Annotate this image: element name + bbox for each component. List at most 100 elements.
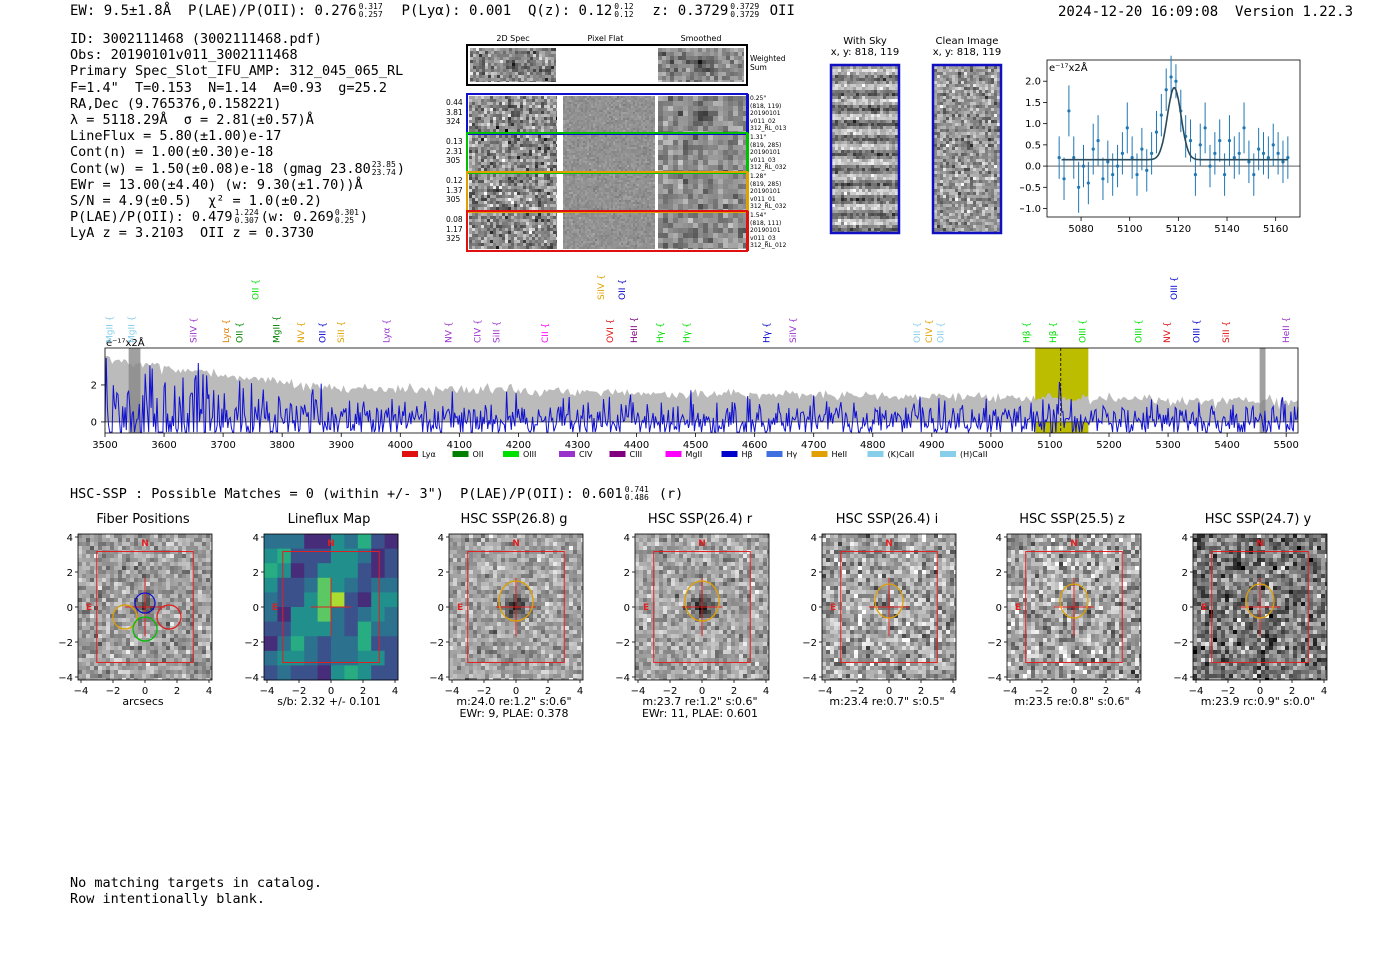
noise-pixel — [615, 112, 617, 114]
noise-pixel — [631, 194, 633, 196]
noise-pixel — [643, 141, 645, 143]
noise-pixel — [693, 209, 698, 210]
noise-pixel — [635, 178, 637, 180]
noise-pixel — [591, 192, 593, 194]
noise-pixel — [511, 99, 514, 102]
noise-pixel — [653, 145, 655, 147]
noise-pixel — [629, 180, 631, 182]
noise-pixel — [629, 206, 631, 208]
noise-pixel — [643, 116, 645, 118]
noise-pixel — [533, 54, 536, 57]
noise-pixel — [641, 147, 643, 149]
noise-pixel — [526, 246, 529, 249]
noise-pixel — [484, 165, 487, 168]
noise-pixel — [583, 120, 585, 122]
noise-pixel — [585, 114, 587, 116]
noise-pixel — [649, 122, 651, 124]
noise-pixel — [625, 169, 627, 171]
noise-pixel — [585, 122, 587, 124]
noise-pixel — [573, 120, 575, 122]
noise-pixel — [579, 147, 581, 149]
noise-pixel — [553, 111, 556, 114]
noise-pixel — [617, 194, 619, 196]
noise-pixel — [511, 240, 514, 243]
noise-pixel — [487, 165, 490, 168]
noise-pixel — [637, 126, 639, 128]
noise-pixel — [601, 176, 603, 178]
noise-pixel — [517, 177, 520, 180]
noise-pixel — [629, 145, 631, 147]
noise-pixel — [629, 161, 631, 163]
noise-pixel — [688, 189, 693, 194]
noise-pixel — [647, 184, 649, 186]
noise-pixel — [544, 135, 547, 138]
noise-pixel — [544, 147, 547, 150]
noise-pixel — [508, 153, 511, 156]
noise-pixel — [647, 116, 649, 118]
noise-pixel — [651, 155, 653, 157]
noise-pixel — [541, 183, 544, 186]
noise-pixel — [499, 219, 502, 222]
noise-pixel — [629, 106, 631, 108]
noise-pixel — [506, 72, 509, 75]
noise-pixel — [647, 149, 649, 151]
noise-pixel — [597, 180, 599, 182]
noise-pixel — [615, 167, 617, 169]
noise-pixel — [505, 138, 508, 141]
noise-pixel — [607, 200, 609, 202]
noise-pixel — [563, 178, 565, 180]
noise-pixel — [589, 184, 591, 186]
noise-pixel — [597, 176, 599, 178]
noise-pixel — [577, 161, 579, 163]
noise-pixel — [487, 129, 490, 132]
noise-pixel — [476, 75, 479, 78]
noise-pixel — [511, 126, 514, 129]
noise-pixel — [523, 174, 526, 177]
noise-pixel — [520, 123, 523, 126]
noise-pixel — [556, 135, 557, 138]
noise-pixel — [567, 157, 569, 159]
noise-pixel — [583, 159, 585, 161]
noise-pixel — [487, 156, 490, 159]
noise-pixel — [609, 120, 611, 122]
noise-pixel — [494, 48, 497, 51]
noise-pixel — [645, 169, 647, 171]
noise-pixel — [651, 151, 653, 153]
noise-pixel — [505, 147, 508, 150]
noise-pixel — [511, 189, 514, 192]
noise-pixel — [623, 98, 625, 100]
noise-pixel — [645, 116, 647, 118]
noise-pixel — [693, 184, 698, 189]
noise-pixel — [621, 196, 623, 198]
noise-pixel — [686, 60, 690, 64]
noise-pixel — [577, 196, 579, 198]
noise-pixel — [615, 182, 617, 184]
noise-pixel — [556, 105, 557, 108]
noise-pixel — [723, 121, 728, 126]
noise-pixel — [484, 213, 487, 216]
noise-pixel — [517, 117, 520, 120]
noise-pixel — [554, 51, 556, 54]
noise-pixel — [734, 56, 738, 60]
noise-pixel — [481, 141, 484, 144]
noise-pixel — [532, 231, 535, 234]
noise-pixel — [613, 151, 615, 153]
noise-pixel — [505, 99, 508, 102]
noise-pixel — [571, 147, 573, 149]
noise-pixel — [523, 165, 526, 168]
noise-pixel — [496, 147, 499, 150]
noise-pixel — [611, 157, 613, 159]
noise-pixel — [523, 213, 526, 216]
noise-pixel — [500, 63, 503, 66]
noise-pixel — [469, 156, 472, 159]
spec2d-row-flat — [563, 174, 655, 210]
noise-pixel — [593, 184, 595, 186]
noise-pixel — [565, 174, 567, 176]
noise-pixel — [637, 145, 639, 147]
noise-pixel — [527, 48, 530, 51]
noise-pixel — [499, 114, 502, 117]
noise-pixel — [511, 144, 514, 147]
noise-pixel — [629, 108, 631, 110]
noise-pixel — [607, 213, 609, 215]
noise-pixel — [653, 165, 655, 167]
